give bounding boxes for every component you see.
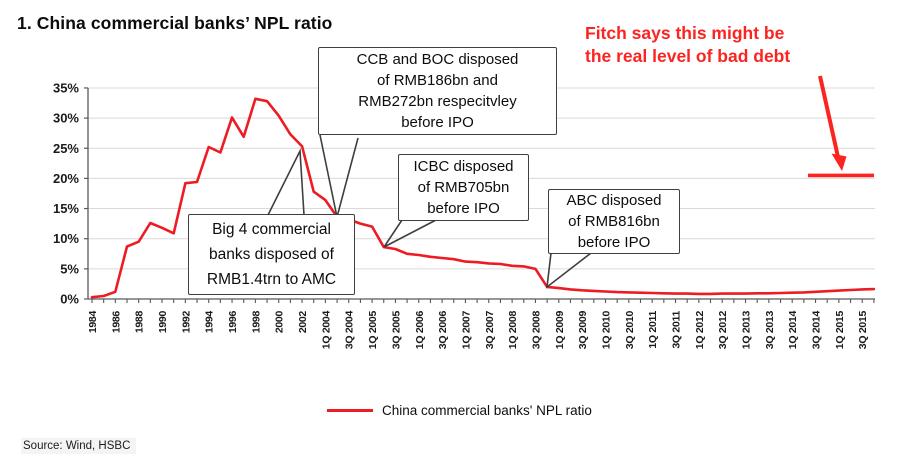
fitch-note-line2: the real level of bad debt — [585, 46, 791, 67]
annotation-text-line: CCB and BOC disposed — [356, 51, 519, 68]
svg-text:1994: 1994 — [204, 311, 216, 334]
svg-text:0%: 0% — [60, 292, 79, 307]
callout-pointer-big4 — [267, 147, 305, 216]
svg-text:2000: 2000 — [274, 311, 286, 334]
svg-text:10%: 10% — [53, 231, 79, 246]
annotation-big4: Big 4 commercial banks disposed of RMB1.… — [188, 214, 355, 295]
svg-text:1Q 2005: 1Q 2005 — [367, 311, 379, 350]
svg-text:1Q 2008: 1Q 2008 — [507, 311, 519, 350]
svg-text:1Q 2011: 1Q 2011 — [647, 311, 659, 349]
svg-text:1Q 2007: 1Q 2007 — [460, 311, 472, 350]
annotation-text-line: ICBC disposed — [413, 158, 514, 175]
svg-text:3Q 2007: 3Q 2007 — [484, 311, 496, 350]
svg-text:3Q 2014: 3Q 2014 — [811, 311, 823, 350]
svg-text:1996: 1996 — [227, 311, 239, 334]
annotation-text-line: of RMB705bn — [417, 179, 510, 196]
svg-text:3Q 2011: 3Q 2011 — [671, 311, 683, 349]
svg-text:1Q 2013: 1Q 2013 — [741, 311, 753, 350]
svg-text:3Q 2015: 3Q 2015 — [857, 311, 869, 350]
annotation-abc: ABC disposed of RMB816bn before IPO — [548, 189, 680, 254]
legend: China commercial banks' NPL ratio — [327, 403, 592, 418]
svg-text:20%: 20% — [53, 171, 79, 186]
fitch-note: Fitch says this might be the real level … — [585, 22, 790, 68]
svg-text:1Q 2010: 1Q 2010 — [600, 311, 612, 350]
svg-text:1Q 2012: 1Q 2012 — [694, 311, 706, 350]
svg-text:15%: 15% — [53, 201, 79, 216]
legend-label: China commercial banks' NPL ratio — [382, 403, 592, 418]
svg-text:3Q 2006: 3Q 2006 — [437, 311, 449, 350]
callout-pointer-ccb-boc — [319, 134, 359, 218]
annotation-text-line: RMB1.4trn to AMC — [206, 271, 337, 288]
annotation-text-line: Big 4 commercial — [212, 221, 331, 238]
legend-line-swatch — [327, 409, 373, 412]
svg-text:3Q 2010: 3Q 2010 — [624, 311, 636, 350]
svg-text:3Q 2009: 3Q 2009 — [577, 311, 589, 350]
fitch-note-line1: Fitch says this might be — [585, 23, 785, 43]
svg-text:1Q 2004: 1Q 2004 — [320, 311, 332, 350]
annotation-icbc: ICBC disposed of RMB705bn before IPO — [398, 154, 529, 221]
svg-text:25%: 25% — [53, 141, 79, 156]
svg-text:1988: 1988 — [134, 311, 146, 334]
svg-text:1992: 1992 — [180, 311, 192, 334]
annotation-text-line: of RMB816bn — [568, 213, 660, 230]
svg-text:1Q 2014: 1Q 2014 — [787, 311, 799, 350]
annotation-text-line: banks disposed of — [209, 246, 334, 263]
svg-text:2002: 2002 — [297, 311, 309, 334]
fitch-arrow-shaft — [818, 75, 840, 158]
svg-text:5%: 5% — [60, 261, 79, 276]
svg-text:30%: 30% — [53, 111, 79, 126]
callout-pointer-abc — [545, 252, 592, 289]
annotation-text-line: before IPO — [401, 114, 474, 131]
fitch-arrow-head — [831, 153, 847, 171]
svg-text:1984: 1984 — [87, 311, 99, 334]
svg-text:1998: 1998 — [250, 311, 262, 334]
annotation-text-line: RMB272bn respecitvley — [358, 93, 517, 110]
fitch-arrow — [818, 75, 847, 171]
annotation-text-line: before IPO — [577, 234, 651, 251]
y-axis-labels: 0% 5% 10% 15% 20% 25% 30% 35% — [53, 80, 79, 306]
svg-text:3Q 2008: 3Q 2008 — [530, 311, 542, 350]
svg-text:1986: 1986 — [110, 311, 122, 334]
svg-text:1Q 2009: 1Q 2009 — [554, 311, 566, 350]
annotation-ccb-boc: CCB and BOC disposed of RMB186bn and RMB… — [318, 47, 557, 135]
annotation-text-line: ABC disposed — [566, 192, 662, 209]
annotation-text-line: of RMB186bn and — [377, 72, 498, 89]
callout-pointer-icbc — [383, 219, 437, 248]
svg-text:3Q 2005: 3Q 2005 — [390, 311, 402, 350]
x-axis-ticks — [91, 299, 875, 303]
source-note: Source: Wind, HSBC — [21, 438, 137, 454]
svg-text:3Q 2013: 3Q 2013 — [764, 311, 776, 350]
svg-text:1Q 2006: 1Q 2006 — [414, 311, 426, 350]
svg-text:1990: 1990 — [157, 311, 169, 334]
svg-text:35%: 35% — [53, 80, 79, 95]
svg-text:3Q 2004: 3Q 2004 — [344, 311, 356, 350]
chart-title: 1. China commercial banks’ NPL ratio — [17, 13, 333, 33]
svg-text:1Q 2015: 1Q 2015 — [834, 311, 846, 350]
npl-ratio-line-series — [90, 97, 876, 299]
svg-text:3Q 2012: 3Q 2012 — [717, 311, 729, 350]
x-axis-labels: 1984 1986 1988 1990 1992 1994 1996 1998 2000 2002… — [87, 311, 869, 350]
callout-pointers — [267, 134, 592, 289]
y-axis-ticks — [84, 87, 88, 300]
annotation-text-line: before IPO — [427, 200, 500, 217]
